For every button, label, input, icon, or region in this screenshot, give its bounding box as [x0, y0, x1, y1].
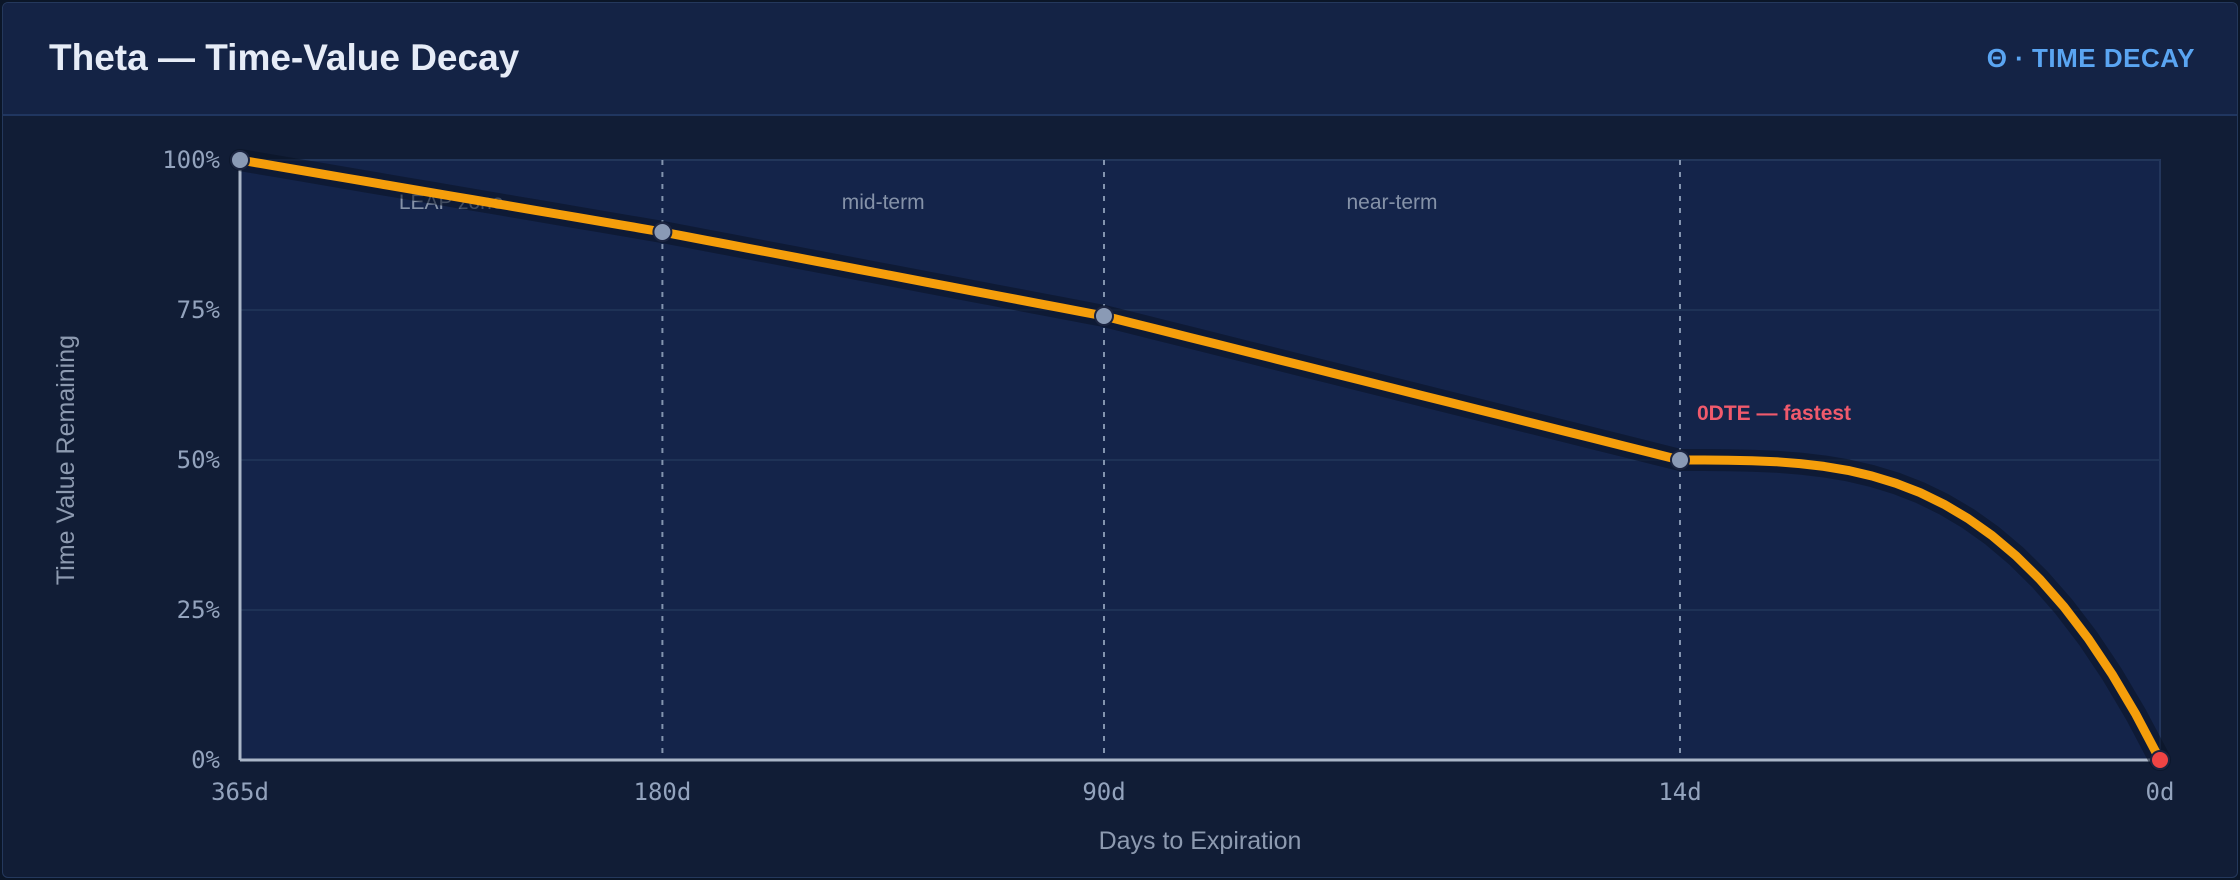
theta-badge: Θ · TIME DECAY — [1986, 43, 2195, 73]
expiry-point — [2150, 750, 2170, 770]
x-tick-label: 365d — [211, 778, 269, 806]
x-tick-label: 14d — [1658, 778, 1701, 806]
region-label: near-term — [1346, 191, 1437, 214]
data-point — [1670, 450, 1690, 470]
annotation-label: 0DTE — fastest — [1697, 402, 1851, 425]
data-point — [1094, 306, 1114, 326]
chart-header: Theta — Time-Value Decay Θ · TIME DECAY — [3, 3, 2237, 116]
y-tick-label: 0% — [191, 746, 220, 774]
y-axis-title: Time Value Remaining — [52, 335, 80, 585]
y-tick-label: 50% — [177, 446, 221, 474]
data-point — [652, 222, 673, 242]
x-tick-label: 0d — [2146, 778, 2175, 806]
x-tick-label: 180d — [634, 778, 692, 806]
x-tick-label: 90d — [1082, 778, 1125, 806]
y-tick-label: 75% — [177, 296, 221, 324]
y-tick-label: 25% — [177, 596, 221, 624]
x-axis-title: Days to Expiration — [1099, 827, 1302, 855]
y-tick-label: 100% — [162, 146, 220, 174]
region-label: mid-term — [842, 191, 925, 214]
data-point — [230, 150, 250, 170]
chart-title: Theta — Time-Value Decay — [49, 37, 520, 78]
